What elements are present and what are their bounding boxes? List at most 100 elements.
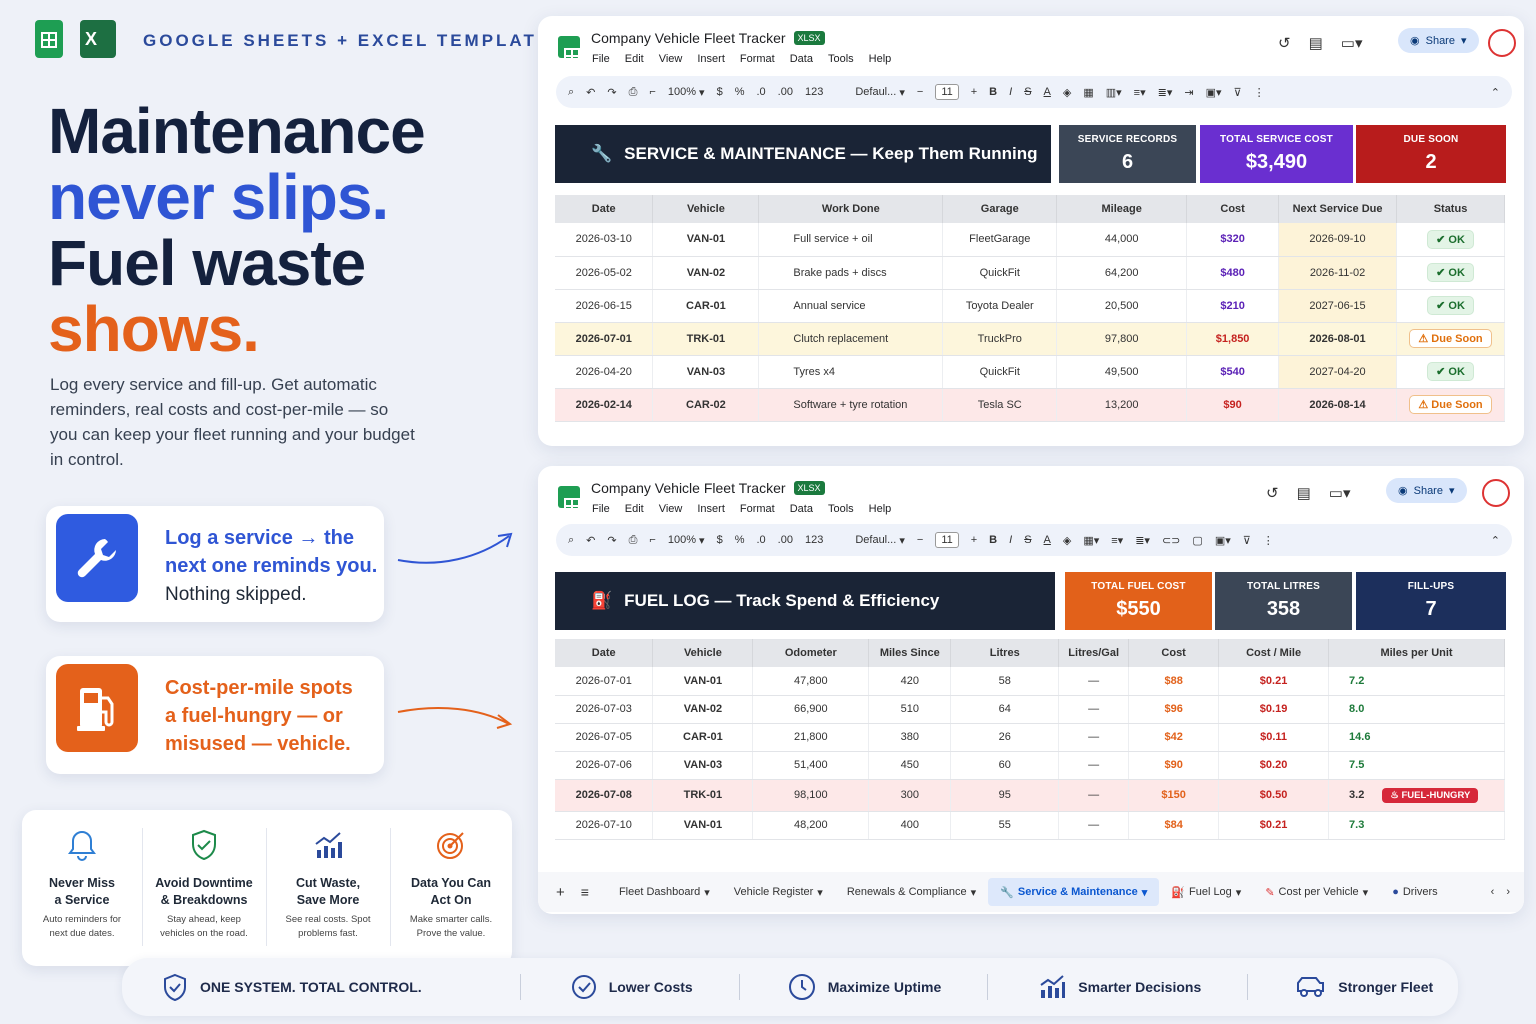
cell-mileage[interactable]: 20,500 (1056, 289, 1188, 323)
more-icon[interactable]: ⋮ (1253, 86, 1265, 99)
table-row[interactable]: 2026-07-05 CAR-01 21,800 380 26— $42 $0.11 14.6 (555, 723, 1505, 752)
cell-vehicle[interactable]: TRK-01 (652, 322, 760, 356)
cell-miles-since[interactable]: 450 (868, 751, 952, 780)
cell-vehicle[interactable]: CAR-01 (652, 289, 760, 323)
cell-date[interactable]: 2026-07-05 (555, 723, 654, 752)
meet-icon[interactable]: ▭▾ (1328, 485, 1351, 502)
more-icon[interactable]: ⋮ (1262, 534, 1274, 547)
align-icon[interactable]: ≡▾ (1111, 534, 1124, 547)
paint-format-icon[interactable]: ⌐ (649, 534, 656, 546)
cell-cost[interactable]: $150 (1128, 779, 1220, 812)
font-size-decrease[interactable]: − (916, 534, 924, 546)
cell-mileage[interactable]: 13,200 (1056, 388, 1188, 422)
share-button[interactable]: ◉ Share ▾ (1398, 28, 1479, 53)
percent-button[interactable]: % (734, 534, 745, 546)
cell-vehicle[interactable]: VAN-01 (652, 811, 754, 840)
cell-work-done[interactable]: Clutch replacement (758, 322, 944, 356)
valign-icon[interactable]: ≣▾ (1157, 86, 1173, 99)
col-vehicle[interactable]: Vehicle (652, 639, 754, 667)
cell-vehicle[interactable]: CAR-01 (652, 723, 754, 752)
table-row[interactable]: 2026-03-10 VAN-01 Full service + oil FleetG… (555, 223, 1505, 257)
cell-status[interactable]: ✔ OK (1396, 256, 1505, 290)
cell-odometer[interactable]: 66,900 (752, 695, 870, 724)
table-row[interactable]: 2026-02-14 CAR-02 Software + tyre rotation… (555, 388, 1505, 422)
avatar[interactable] (1488, 29, 1516, 57)
borders-icon[interactable]: ▦ (1083, 86, 1094, 99)
cell-litres-gal[interactable]: — (1058, 667, 1130, 696)
fill-color-icon[interactable]: ◈ (1062, 534, 1072, 547)
cell-work-done[interactable]: Software + tyre rotation (758, 388, 944, 422)
share-button[interactable]: ◉ Share ▾ (1386, 478, 1467, 503)
menu-tools[interactable]: Tools (827, 53, 854, 65)
col-date[interactable]: Date (555, 195, 654, 223)
meet-icon[interactable]: ▭▾ (1340, 35, 1363, 52)
menu-insert[interactable]: Insert (697, 53, 725, 65)
cell-garage[interactable]: QuickFit (942, 256, 1058, 290)
text-color-button[interactable]: A (1043, 534, 1051, 546)
text-color-button[interactable]: A (1043, 86, 1051, 98)
cell-garage[interactable]: Tesla SC (942, 388, 1058, 422)
font-size-input[interactable]: 11 (935, 532, 959, 548)
cell-cost-per-mile[interactable]: $0.20 (1218, 751, 1330, 780)
cell-work-done[interactable]: Brake pads + discs (758, 256, 944, 290)
cell-odometer[interactable]: 21,800 (752, 723, 870, 752)
collapse-chevron-icon[interactable]: ⌃ (1490, 534, 1500, 547)
bold-button[interactable]: B (989, 86, 998, 98)
cell-litres-gal[interactable]: — (1058, 723, 1130, 752)
currency-button[interactable]: $ (716, 86, 723, 98)
cell-garage[interactable]: TruckPro (942, 322, 1058, 356)
cell-cost-per-mile[interactable]: $0.50 (1218, 779, 1330, 812)
cell-work-done[interactable]: Annual service (758, 289, 944, 323)
collapse-chevron-icon[interactable]: ⌃ (1490, 86, 1500, 99)
cell-odometer[interactable]: 98,100 (752, 779, 870, 812)
cell-vehicle[interactable]: TRK-01 (652, 779, 754, 812)
font-select[interactable]: Defaul... ▾ (855, 86, 905, 99)
increase-decimal-button[interactable]: .00 (777, 86, 793, 98)
cell-garage[interactable]: QuickFit (942, 355, 1058, 389)
cell-date[interactable]: 2026-07-01 (555, 667, 654, 696)
cell-cost-per-mile[interactable]: $0.21 (1218, 667, 1330, 696)
font-size-input[interactable]: 11 (935, 84, 959, 100)
redo-icon[interactable]: ↷ (607, 86, 617, 99)
col-date[interactable]: Date (555, 639, 654, 667)
cell-miles-per-unit[interactable]: 3.2 ♨ FUEL-HUNGRY (1328, 779, 1505, 812)
increase-decimal-button[interactable]: .00 (777, 534, 793, 546)
menu-insert[interactable]: Insert (697, 503, 725, 515)
col-litres-gal[interactable]: Litres/Gal (1058, 639, 1130, 667)
cell-work-done[interactable]: Full service + oil (758, 223, 944, 257)
cell-cost[interactable]: $320 (1186, 223, 1280, 257)
filter-icon[interactable]: ⊽ (1233, 86, 1242, 99)
history-icon[interactable]: ↺ (1278, 35, 1291, 52)
history-icon[interactable]: ↺ (1266, 485, 1279, 502)
sheets-logo-icon[interactable] (558, 36, 580, 64)
col-odometer[interactable]: Odometer (752, 639, 870, 667)
cell-cost[interactable]: $88 (1128, 667, 1220, 696)
table-row[interactable]: 2026-07-08 TRK-01 98,100 300 95— $150 $0.50 3.2… (555, 779, 1505, 812)
cell-garage[interactable]: FleetGarage (942, 223, 1058, 257)
cell-miles-since[interactable]: 510 (868, 695, 952, 724)
merge-icon[interactable]: ▥▾ (1105, 86, 1122, 99)
cell-date[interactable]: 2026-06-15 (555, 289, 654, 323)
cell-miles-since[interactable]: 300 (868, 779, 952, 812)
print-icon[interactable]: ⎙ (628, 85, 638, 98)
insert-chart-icon[interactable]: ▣▾ (1214, 534, 1231, 547)
cell-next-service-due[interactable]: 2026-11-02 (1278, 256, 1397, 290)
tab-renewals-compliance[interactable]: Renewals & Compliance ▾ (846, 886, 977, 899)
cell-litres[interactable]: 55 (950, 811, 1060, 840)
cell-litres[interactable]: 64 (950, 695, 1060, 724)
col-vehicle[interactable]: Vehicle (652, 195, 760, 223)
cell-miles-per-unit[interactable]: 7.5 (1328, 751, 1505, 780)
avatar[interactable] (1482, 479, 1510, 507)
tab-fuel-log[interactable]: ⛽ Fuel Log ▾ (1171, 886, 1242, 899)
redo-icon[interactable]: ↷ (607, 534, 617, 547)
menu-format[interactable]: Format (739, 503, 775, 515)
percent-button[interactable]: % (734, 86, 745, 98)
valign-icon[interactable]: ≣▾ (1135, 534, 1150, 547)
cell-date[interactable]: 2026-07-01 (555, 322, 654, 356)
table-row[interactable]: 2026-07-03 VAN-02 66,900 510 64— $96 $0.19 8.0 (555, 695, 1505, 724)
tab-cost-per-vehicle[interactable]: ✎ Cost per Vehicle ▾ (1265, 886, 1369, 899)
currency-button[interactable]: $ (716, 534, 723, 546)
cell-cost-per-mile[interactable]: $0.19 (1218, 695, 1330, 724)
cell-vehicle[interactable]: VAN-02 (652, 256, 760, 290)
menu-help[interactable]: Help (868, 53, 892, 65)
